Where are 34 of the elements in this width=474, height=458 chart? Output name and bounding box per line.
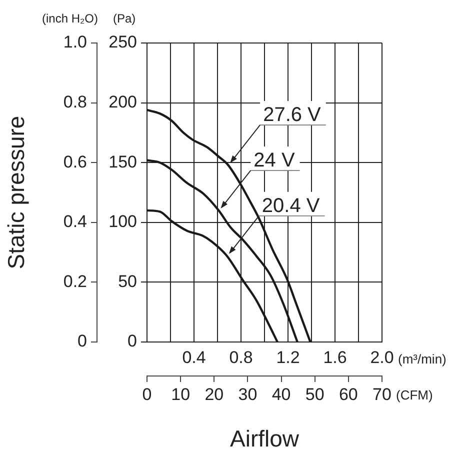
y2-tick-label: 0	[128, 332, 137, 351]
y-tick-label: 0	[78, 332, 87, 351]
y-tick-label: 0.4	[63, 212, 87, 232]
x-tick-label: 0.8	[229, 348, 253, 367]
text: (Pa)	[113, 11, 136, 26]
x2-tick-label: 50	[305, 384, 324, 404]
x2-tick-label: 30	[238, 384, 258, 404]
y-axis-title: Static pressure	[3, 116, 30, 270]
x-tick-label: 1.2	[276, 348, 300, 367]
x-tick-label: 1.6	[323, 348, 347, 367]
y-tick-label: 0.8	[63, 92, 87, 112]
y-tick-label: 0.6	[63, 152, 87, 172]
y2-tick-label: 250	[108, 32, 137, 52]
x2-tick-label: 0	[142, 384, 152, 404]
x-tick-label: 0.4	[182, 348, 206, 367]
text: (m³/min)	[398, 352, 446, 367]
x2-tick-label: 20	[204, 384, 224, 404]
y-tick-label: 1.0	[63, 32, 87, 52]
x2-tick-label: 40	[272, 384, 291, 404]
legend-label: 20.4 V	[262, 194, 320, 217]
legend-label: 24 V	[254, 149, 296, 172]
y2-tick-label: 150	[108, 152, 137, 172]
x2-tick-label: 60	[338, 384, 358, 404]
text: (CFM)	[396, 388, 433, 403]
x2-tick-label: 70	[372, 384, 392, 404]
x-tick-label: 2.0	[370, 348, 394, 367]
text: 27.6 V	[263, 104, 322, 126]
text: (inch H₂O)	[42, 11, 98, 26]
y2-tick-label: 50	[118, 272, 137, 291]
y2-tick-label: 100	[108, 212, 137, 232]
y-tick-label: 0.2	[63, 272, 87, 291]
y2-tick-label: 200	[108, 92, 137, 112]
x2-tick-label: 10	[171, 384, 190, 404]
x-axis-title: Airflow	[230, 426, 300, 452]
